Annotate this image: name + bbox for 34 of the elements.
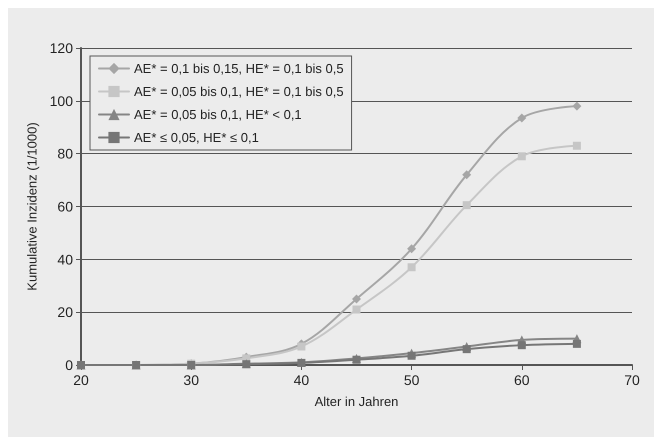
y-tick-label: 0 — [65, 357, 74, 373]
point — [297, 342, 306, 351]
point — [352, 306, 360, 314]
point — [572, 142, 581, 150]
x-tick-label: 40 — [294, 372, 310, 388]
x-axis-title: Alter in Jahren — [314, 394, 398, 409]
legend-label: AE* = 0,1 bis 0,15, HE* = 0,1 bis 0,5 — [134, 61, 344, 76]
point — [352, 294, 361, 304]
x-tick-label: 60 — [514, 372, 530, 388]
point — [518, 152, 526, 160]
y-tick-label: 80 — [57, 146, 74, 162]
x-tick-label: 50 — [404, 372, 420, 388]
point — [572, 102, 582, 111]
y-tick-label: 60 — [57, 198, 74, 214]
y-tick-label: 100 — [50, 92, 74, 109]
legend-label: AE* ≤ 0,05, HE* ≤ 0,1 — [134, 130, 259, 145]
y-tick-label: 20 — [57, 304, 74, 320]
y-tick-label: 120 — [50, 40, 74, 56]
point — [518, 341, 526, 350]
point — [462, 345, 471, 354]
point — [408, 263, 416, 272]
point — [517, 114, 526, 123]
x-tick-label: 70 — [624, 372, 640, 388]
y-tick-label: 40 — [57, 251, 74, 268]
point — [572, 340, 581, 348]
point — [408, 352, 416, 360]
x-tick-label: 30 — [183, 372, 200, 388]
point — [462, 201, 471, 210]
x-tick-label: 20 — [73, 372, 89, 388]
legend-label: AE* = 0,05 bis 0,1, HE* < 0,1 — [134, 107, 302, 122]
point — [462, 170, 472, 180]
legend-label: AE* = 0,05 bis 0,1, HE* = 0,1 bis 0,5 — [134, 84, 344, 99]
point — [407, 244, 416, 254]
y-axis-title: Kumulative Inzidenz (1/1000) — [24, 122, 40, 291]
